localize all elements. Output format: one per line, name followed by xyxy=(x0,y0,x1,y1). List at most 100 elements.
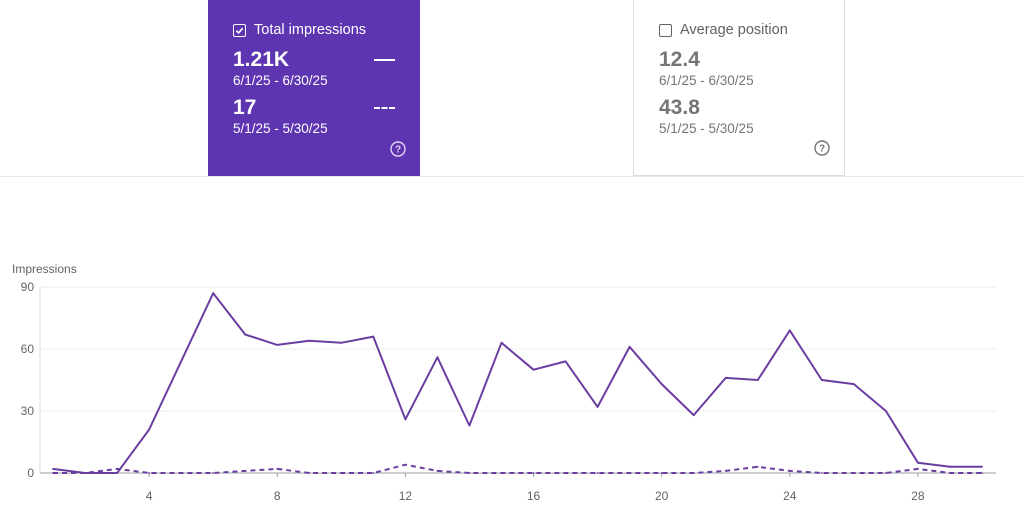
data-point xyxy=(628,346,631,348)
data-point xyxy=(308,472,311,474)
x-tick-label: 4 xyxy=(146,489,153,503)
checkbox-unchecked-icon[interactable] xyxy=(659,23,672,37)
total-impressions-card[interactable]: Total impressions 1.21K 6/1/25 - 6/30/25… xyxy=(208,0,420,176)
x-tick-label: 28 xyxy=(911,489,925,503)
data-point xyxy=(884,472,887,474)
data-point xyxy=(692,472,695,474)
data-point xyxy=(949,472,951,474)
date-range: 6/1/25 - 6/30/25 xyxy=(233,73,328,88)
x-tick-label: 24 xyxy=(783,489,797,503)
svg-text:?: ? xyxy=(819,144,825,155)
data-point xyxy=(436,356,439,359)
data-point xyxy=(564,472,567,474)
data-point xyxy=(244,470,247,472)
data-point xyxy=(148,472,151,474)
data-point xyxy=(468,472,471,474)
card-label: Average position xyxy=(680,22,788,38)
solid-line-legend-icon xyxy=(374,59,395,61)
data-point xyxy=(52,472,54,474)
data-point xyxy=(212,472,215,474)
data-point xyxy=(84,472,86,474)
y-tick-label: 90 xyxy=(21,280,35,294)
card-header[interactable]: Total impressions xyxy=(233,22,395,38)
data-point xyxy=(116,467,118,470)
card-header[interactable]: Average position xyxy=(659,22,819,38)
data-point xyxy=(84,472,86,474)
data-point xyxy=(244,333,247,336)
data-point xyxy=(660,472,663,474)
data-point xyxy=(212,292,215,295)
data-point xyxy=(276,467,279,470)
data-point xyxy=(692,414,695,417)
current-period-metric: 12.4 6/1/25 - 6/30/25 xyxy=(659,48,819,90)
data-point xyxy=(180,472,183,474)
date-range: 6/1/25 - 6/30/25 xyxy=(659,73,754,88)
data-point xyxy=(949,465,951,468)
data-point xyxy=(340,472,343,474)
compare-period-metric: 17 5/1/25 - 5/30/25 xyxy=(233,96,395,138)
y-tick-label: 60 xyxy=(21,342,35,356)
metric-value: 1.21K xyxy=(233,48,290,71)
data-point xyxy=(596,405,599,408)
metric-value: 12.4 xyxy=(659,48,700,71)
data-point xyxy=(500,472,503,474)
average-position-card[interactable]: Average position 12.4 6/1/25 - 6/30/25 4… xyxy=(633,0,845,176)
data-point xyxy=(724,470,727,472)
x-tick-label: 20 xyxy=(655,489,669,503)
data-point xyxy=(852,472,855,474)
metric-value: 17 xyxy=(233,96,257,119)
x-tick-label: 12 xyxy=(399,489,413,503)
data-point xyxy=(436,470,439,472)
data-point xyxy=(756,465,759,468)
data-point xyxy=(820,379,823,381)
checkbox-checked-icon[interactable] xyxy=(233,23,246,37)
data-point xyxy=(628,472,631,474)
data-point xyxy=(917,461,919,464)
data-point xyxy=(148,428,151,431)
date-range: 5/1/25 - 5/30/25 xyxy=(233,121,328,136)
data-point xyxy=(372,335,375,338)
x-tick-label: 8 xyxy=(274,489,281,503)
data-point xyxy=(917,467,919,470)
data-point xyxy=(500,341,503,344)
comparison-series-line xyxy=(53,463,982,474)
data-point xyxy=(981,465,983,468)
data-point xyxy=(180,360,183,363)
metric-value: 43.8 xyxy=(659,96,700,119)
card-divider xyxy=(0,176,1024,177)
help-circle-icon[interactable]: ? xyxy=(814,140,830,161)
y-tick-label: 0 xyxy=(27,466,34,480)
data-point xyxy=(596,472,599,474)
compare-period-metric: 43.8 5/1/25 - 5/30/25 xyxy=(659,96,819,138)
data-point xyxy=(884,410,887,412)
data-point xyxy=(788,329,791,332)
date-range: 5/1/25 - 5/30/25 xyxy=(659,121,754,136)
data-point xyxy=(52,467,54,470)
svg-text:?: ? xyxy=(395,145,401,156)
data-point xyxy=(372,472,375,474)
data-point xyxy=(981,472,983,474)
data-point xyxy=(116,472,118,474)
data-point xyxy=(724,377,727,379)
y-tick-label: 30 xyxy=(21,404,35,418)
card-label: Total impressions xyxy=(254,22,367,38)
current-series-line xyxy=(52,292,982,474)
x-tick-label: 16 xyxy=(527,489,541,503)
data-point xyxy=(276,343,279,346)
data-point xyxy=(340,341,343,344)
current-period-metric: 1.21K 6/1/25 - 6/30/25 xyxy=(233,48,395,90)
data-point xyxy=(788,470,791,472)
data-point xyxy=(852,383,855,386)
data-point xyxy=(468,424,471,427)
y-axis-label: Impressions xyxy=(12,262,77,276)
data-point xyxy=(404,418,407,421)
data-point xyxy=(532,368,535,371)
data-point xyxy=(660,383,663,386)
help-circle-icon[interactable]: ? xyxy=(390,141,406,162)
data-point xyxy=(756,379,759,381)
data-point xyxy=(820,472,823,474)
data-point xyxy=(564,360,567,363)
data-point xyxy=(532,472,535,474)
dashed-line-legend-icon xyxy=(374,107,395,109)
